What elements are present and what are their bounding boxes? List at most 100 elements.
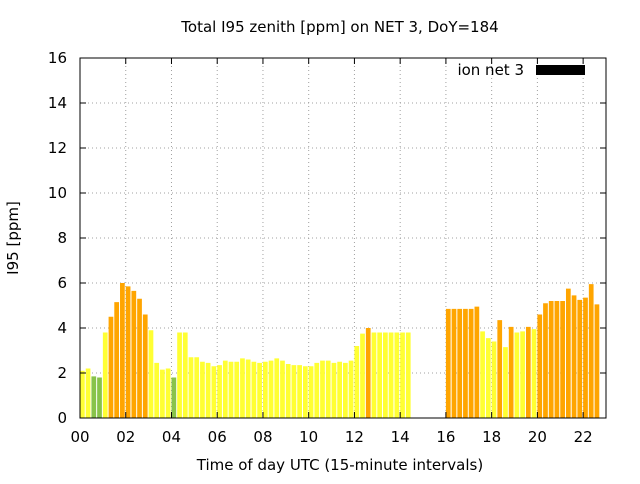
bar-0415 bbox=[177, 332, 182, 418]
bar-0615 bbox=[222, 360, 228, 419]
bar-0745 bbox=[257, 362, 262, 419]
bar-1215 bbox=[360, 333, 365, 419]
bar-1645 bbox=[463, 308, 468, 419]
bar-0800 bbox=[262, 361, 268, 418]
x-tick-label: 16 bbox=[436, 428, 455, 446]
bar-1030 bbox=[320, 360, 325, 419]
bar-0430 bbox=[182, 332, 188, 418]
bar-0830 bbox=[274, 358, 280, 419]
x-tick-label: 14 bbox=[391, 428, 410, 446]
bar-0945 bbox=[302, 366, 308, 418]
x-tick-label: 04 bbox=[162, 428, 181, 446]
legend: ion net 3 bbox=[457, 61, 585, 79]
bar-1900 bbox=[514, 332, 520, 418]
chart-title: Total I95 zenith [ppm] on NET 3, DoY=184 bbox=[180, 18, 498, 36]
bar-2000 bbox=[537, 314, 543, 418]
y-tick-label: 10 bbox=[48, 184, 67, 202]
bar-0000 bbox=[80, 370, 85, 418]
bar-2200 bbox=[583, 297, 588, 419]
bar-1400 bbox=[400, 332, 405, 418]
bar-2115 bbox=[565, 288, 571, 419]
bar-1330 bbox=[388, 332, 394, 418]
x-tick-label: 10 bbox=[299, 428, 318, 446]
bar-1730 bbox=[480, 331, 485, 419]
bar-1615 bbox=[451, 308, 457, 419]
bar-1000 bbox=[308, 366, 314, 418]
bar-0900 bbox=[285, 364, 291, 418]
bar-0915 bbox=[291, 365, 297, 419]
bar-1100 bbox=[331, 362, 337, 419]
bar-1300 bbox=[377, 332, 383, 418]
bar-0730 bbox=[251, 361, 257, 418]
x-tick-label: 02 bbox=[116, 428, 135, 446]
y-tick-label: 0 bbox=[57, 409, 67, 427]
bar-0700 bbox=[240, 358, 245, 419]
bar-0045 bbox=[97, 377, 102, 418]
bar-1130 bbox=[343, 362, 348, 419]
bar-2130 bbox=[571, 295, 577, 419]
bar-0030 bbox=[91, 376, 97, 419]
x-tick-label: 18 bbox=[482, 428, 501, 446]
bar-2045 bbox=[554, 301, 560, 418]
y-tick-label: 14 bbox=[48, 94, 67, 112]
bar-1200 bbox=[354, 346, 360, 418]
x-tick-labels: 00 02 04 06 08 10 12 14 16 18 20 22 bbox=[70, 428, 592, 446]
bar-0500 bbox=[194, 357, 200, 418]
bar-0930 bbox=[297, 365, 302, 419]
x-tick-label: 08 bbox=[253, 428, 272, 446]
bar-1315 bbox=[383, 332, 388, 418]
y-tick-label: 8 bbox=[57, 229, 67, 247]
x-tick-label: 00 bbox=[70, 428, 89, 446]
bar-0315 bbox=[154, 362, 160, 419]
x-tick-label: 22 bbox=[574, 428, 593, 446]
bar-0715 bbox=[245, 359, 251, 418]
bar-0845 bbox=[280, 360, 285, 419]
bar-0100 bbox=[102, 332, 108, 418]
y-tick-labels: 0 2 4 6 8 10 12 14 16 bbox=[48, 49, 67, 427]
bar-0215 bbox=[131, 290, 137, 419]
bar-0145 bbox=[120, 283, 125, 418]
bar-0400 bbox=[171, 377, 177, 418]
bar-0815 bbox=[268, 360, 274, 419]
bar-0530 bbox=[205, 362, 211, 419]
bar-0545 bbox=[211, 366, 217, 418]
legend-label: ion net 3 bbox=[457, 61, 524, 79]
x-tick-label: 20 bbox=[528, 428, 547, 446]
bar-1815 bbox=[497, 320, 503, 419]
y-tick-label: 6 bbox=[57, 274, 67, 292]
x-tick-label: 06 bbox=[208, 428, 227, 446]
y-tick-label: 2 bbox=[57, 364, 67, 382]
bar-2030 bbox=[548, 301, 554, 418]
bar-1700 bbox=[468, 308, 474, 419]
bar-0515 bbox=[200, 361, 205, 418]
bar-0230 bbox=[137, 298, 142, 418]
bar-1630 bbox=[457, 308, 463, 419]
bar-0645 bbox=[234, 361, 240, 418]
y-tick-label: 12 bbox=[48, 139, 67, 157]
bar-2230 bbox=[594, 304, 600, 419]
bar-2100 bbox=[560, 301, 565, 418]
bar-1715 bbox=[474, 306, 480, 419]
bar-1015 bbox=[314, 362, 320, 419]
bar-0115 bbox=[108, 316, 114, 418]
axes-group bbox=[79, 57, 607, 419]
bar-1230 bbox=[365, 328, 371, 418]
bar-1930 bbox=[525, 326, 531, 419]
bar-0600 bbox=[217, 365, 222, 419]
y-axis-label: I95 [ppm] bbox=[4, 201, 22, 275]
y-tick-label: 16 bbox=[48, 49, 67, 67]
bar-1845 bbox=[508, 326, 514, 419]
x-tick-label: 12 bbox=[345, 428, 364, 446]
bar-1345 bbox=[394, 332, 400, 418]
bar-0130 bbox=[114, 302, 120, 419]
bar-1145 bbox=[348, 360, 354, 419]
y-tick-label: 4 bbox=[57, 319, 67, 337]
bar-1600 bbox=[445, 308, 451, 419]
bar-0200 bbox=[125, 286, 131, 419]
bar-1915 bbox=[520, 331, 525, 419]
bar-0245 bbox=[142, 314, 148, 418]
bar-0015 bbox=[85, 368, 91, 418]
bar-2215 bbox=[588, 284, 594, 419]
legend-swatch bbox=[536, 65, 585, 75]
bar-1115 bbox=[337, 361, 342, 418]
